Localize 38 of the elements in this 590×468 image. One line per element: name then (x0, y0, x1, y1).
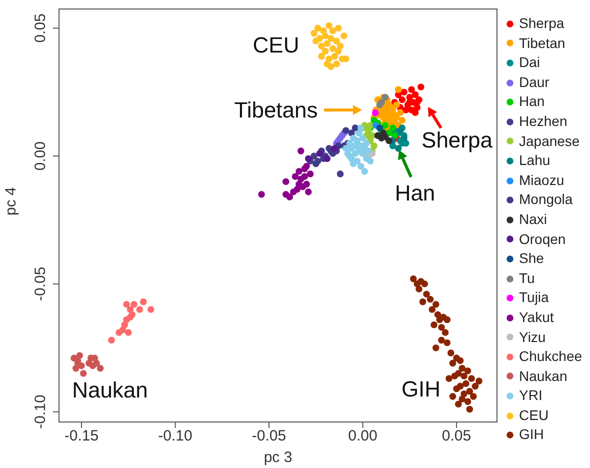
legend-label: She (519, 249, 544, 268)
legend-label: CEU (519, 406, 549, 425)
legend-label: Naxi (519, 210, 548, 229)
x-tick-label: -0.15 (64, 428, 99, 445)
legend-label: Yizu (519, 328, 546, 346)
y-axis-title: pc 4 (2, 187, 20, 216)
legend-label: Han (519, 92, 545, 112)
legend-label: Yakut (519, 308, 554, 327)
x-axis-title: pc 3 (264, 449, 292, 466)
legend-label: GIH (519, 425, 544, 444)
legend-label: Japanese (519, 132, 580, 151)
legend-label: Daur (519, 72, 550, 92)
legend-label: Oroqen (519, 230, 566, 249)
annotation: Naukan (72, 378, 148, 402)
y-tick-label: -0.05 (32, 266, 49, 302)
legend-label: Sherpa (519, 14, 564, 33)
x-tick-label: -0.05 (252, 428, 286, 445)
legend-label: Tu (519, 268, 535, 288)
x-tick-label: -0.10 (158, 428, 192, 445)
legend-label: Miaozu (519, 170, 564, 190)
y-tick-label: 0.00 (32, 141, 49, 171)
annotation: GIH (401, 376, 441, 402)
legend-label: Lahu (519, 151, 550, 170)
legend-label: Tujia (519, 288, 549, 308)
annotation: Han (394, 180, 436, 206)
annotation: Tibetans (234, 98, 318, 122)
y-tick-label: 0.05 (32, 14, 49, 43)
legend-label: Mongola (519, 190, 573, 210)
legend-label: Chukchee (519, 347, 582, 366)
legend-label: Dai (519, 53, 540, 72)
legend-label: Tibetan (519, 34, 566, 53)
x-tick-label: 0.05 (442, 428, 472, 445)
x-tick-label: 0.00 (348, 428, 378, 445)
annotation: CEU (252, 32, 300, 58)
annotation: Sherpa (422, 128, 494, 152)
legend-label: Naukan (519, 366, 568, 386)
legend-label: Hezhen (519, 112, 568, 131)
legend-label: YRI (519, 386, 542, 406)
